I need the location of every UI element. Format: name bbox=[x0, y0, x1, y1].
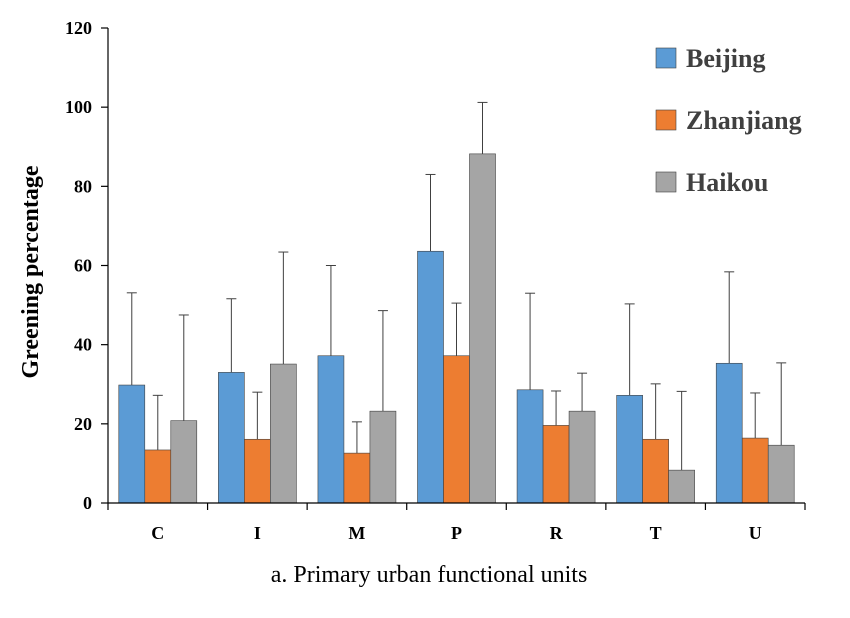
bars bbox=[118, 101, 795, 504]
bar-beijing-p bbox=[417, 250, 444, 504]
bar-haikou-p bbox=[469, 153, 496, 504]
bar-zhanjiang-p bbox=[443, 355, 470, 504]
bar-beijing-m bbox=[317, 355, 345, 504]
bar-haikou-c bbox=[170, 420, 198, 504]
bar-haikou-r bbox=[568, 410, 596, 504]
bar-zhanjiang-u bbox=[741, 437, 769, 504]
x-tick-label: M bbox=[348, 523, 365, 543]
y-tick-label: 80 bbox=[74, 176, 92, 196]
x-axis-title: a. Primary urban functional units bbox=[271, 562, 588, 588]
legend: Beijing Zhanjiang Haikou bbox=[655, 44, 802, 197]
y-tick-label: 60 bbox=[74, 256, 92, 276]
y-tick-label: 120 bbox=[65, 18, 92, 38]
bar-zhanjiang-c bbox=[144, 449, 172, 504]
bar-beijing-u bbox=[715, 362, 743, 504]
legend-swatch-zhanjiang bbox=[655, 109, 677, 131]
bar-beijing-t bbox=[616, 395, 643, 504]
bar-haikou-i bbox=[270, 363, 297, 504]
bar-zhanjiang-r bbox=[542, 425, 570, 504]
legend-swatch-haikou bbox=[655, 171, 677, 193]
legend-label-beijing: Beijing bbox=[686, 44, 765, 73]
bar-zhanjiang-i bbox=[244, 438, 271, 504]
bar-beijing-c bbox=[118, 384, 146, 504]
x-tick-label: U bbox=[749, 523, 762, 543]
x-tick-label: R bbox=[550, 523, 564, 543]
legend-label-zhanjiang: Zhanjiang bbox=[686, 106, 802, 135]
x-tick-label: C bbox=[151, 523, 164, 543]
bar-beijing-i bbox=[218, 372, 245, 504]
legend-label-haikou: Haikou bbox=[686, 168, 768, 197]
axes: 0 20 40 60 80 100 120 C I M P R T U bbox=[65, 18, 806, 543]
y-axis-title: Greening percentage bbox=[18, 165, 44, 378]
y-tick-label: 20 bbox=[74, 414, 92, 434]
bar-zhanjiang-m bbox=[343, 452, 371, 504]
y-tick-label: 0 bbox=[83, 493, 92, 513]
y-tick-label: 40 bbox=[74, 335, 92, 355]
x-tick-label: T bbox=[650, 523, 662, 543]
legend-swatch-beijing bbox=[655, 47, 677, 69]
bar-beijing-r bbox=[516, 389, 544, 504]
x-tick-label: P bbox=[451, 523, 462, 543]
bar-haikou-u bbox=[767, 444, 795, 504]
bar-zhanjiang-t bbox=[642, 438, 669, 504]
bar-haikou-t bbox=[668, 469, 695, 504]
y-tick-label: 100 bbox=[65, 97, 92, 117]
x-tick-label: I bbox=[254, 523, 261, 543]
bar-haikou-m bbox=[369, 410, 397, 504]
